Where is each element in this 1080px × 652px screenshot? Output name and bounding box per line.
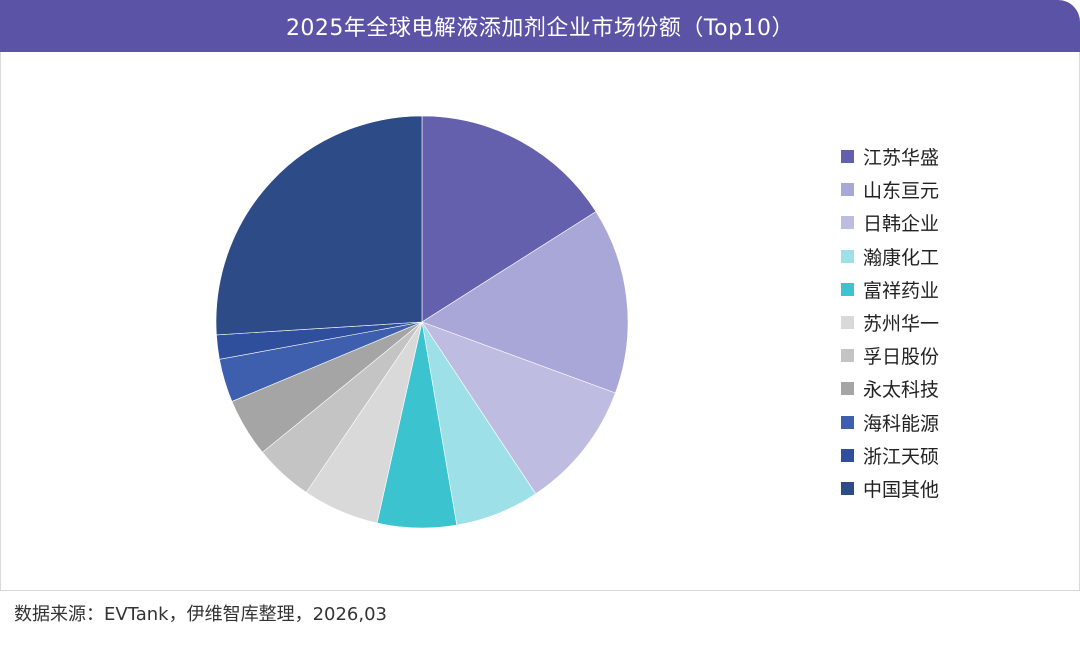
legend-item-10: 浙江天硕: [841, 439, 939, 472]
legend-item-1: 江苏华盛: [841, 140, 939, 173]
legend-item-3: 日韩企业: [841, 206, 939, 239]
legend-label: 富祥药业: [863, 279, 940, 302]
pie-slice-11: [215, 115, 423, 336]
pie-slice-1: [421, 115, 597, 323]
legend-label: 瀚康化工: [863, 246, 940, 269]
legend-swatch: [841, 316, 854, 330]
legend-swatch: [841, 249, 854, 263]
legend-item-11: 中国其他: [841, 472, 939, 505]
legend-label: 浙江天硕: [863, 445, 940, 468]
legend-item-2: 山东亘元: [841, 173, 939, 206]
legend-label: 中国其他: [863, 478, 940, 501]
legend-swatch: [841, 183, 854, 197]
legend-item-7: 孚日股份: [841, 339, 939, 372]
chart-title-bar: 2025年全球电解液添加剂企业市场份额（Top10）: [0, 0, 1080, 52]
legend-swatch: [841, 282, 854, 296]
chart-panel: 江苏华盛山东亘元日韩企业瀚康化工富祥药业苏州华一孚日股份永太科技海科能源浙江天硕…: [0, 52, 1080, 591]
legend-item-8: 永太科技: [841, 372, 939, 405]
legend-swatch: [841, 415, 854, 429]
legend-swatch: [841, 349, 854, 363]
legend-swatch: [841, 382, 854, 396]
pie-slice-3: [421, 321, 616, 495]
legend-label: 苏州华一: [863, 313, 940, 336]
legend-label: 日韩企业: [863, 213, 940, 236]
legend-swatch: [841, 481, 854, 495]
legend-item-9: 海科能源: [841, 406, 939, 439]
pie-slice-2: [421, 211, 629, 394]
legend-item-5: 富祥药业: [841, 273, 939, 306]
legend-swatch: [841, 216, 854, 230]
legend-label: 永太科技: [863, 379, 940, 402]
legend-item-6: 苏州华一: [841, 306, 939, 339]
legend-swatch: [841, 150, 854, 164]
pie-chart: [215, 115, 629, 529]
legend-label: 江苏华盛: [863, 147, 940, 170]
chart-title: 2025年全球电解液添加剂企业市场份额（Top10）: [285, 16, 795, 41]
legend-label: 山东亘元: [863, 180, 940, 203]
legend-swatch: [841, 448, 854, 462]
chart-legend: 江苏华盛山东亘元日韩企业瀚康化工富祥药业苏州华一孚日股份永太科技海科能源浙江天硕…: [841, 140, 939, 505]
legend-label: 孚日股份: [863, 346, 940, 369]
legend-item-4: 瀚康化工: [841, 240, 939, 273]
legend-label: 海科能源: [863, 412, 940, 435]
data-source-note: 数据来源：EVTank，伊维智库整理，2026,03: [14, 604, 387, 625]
